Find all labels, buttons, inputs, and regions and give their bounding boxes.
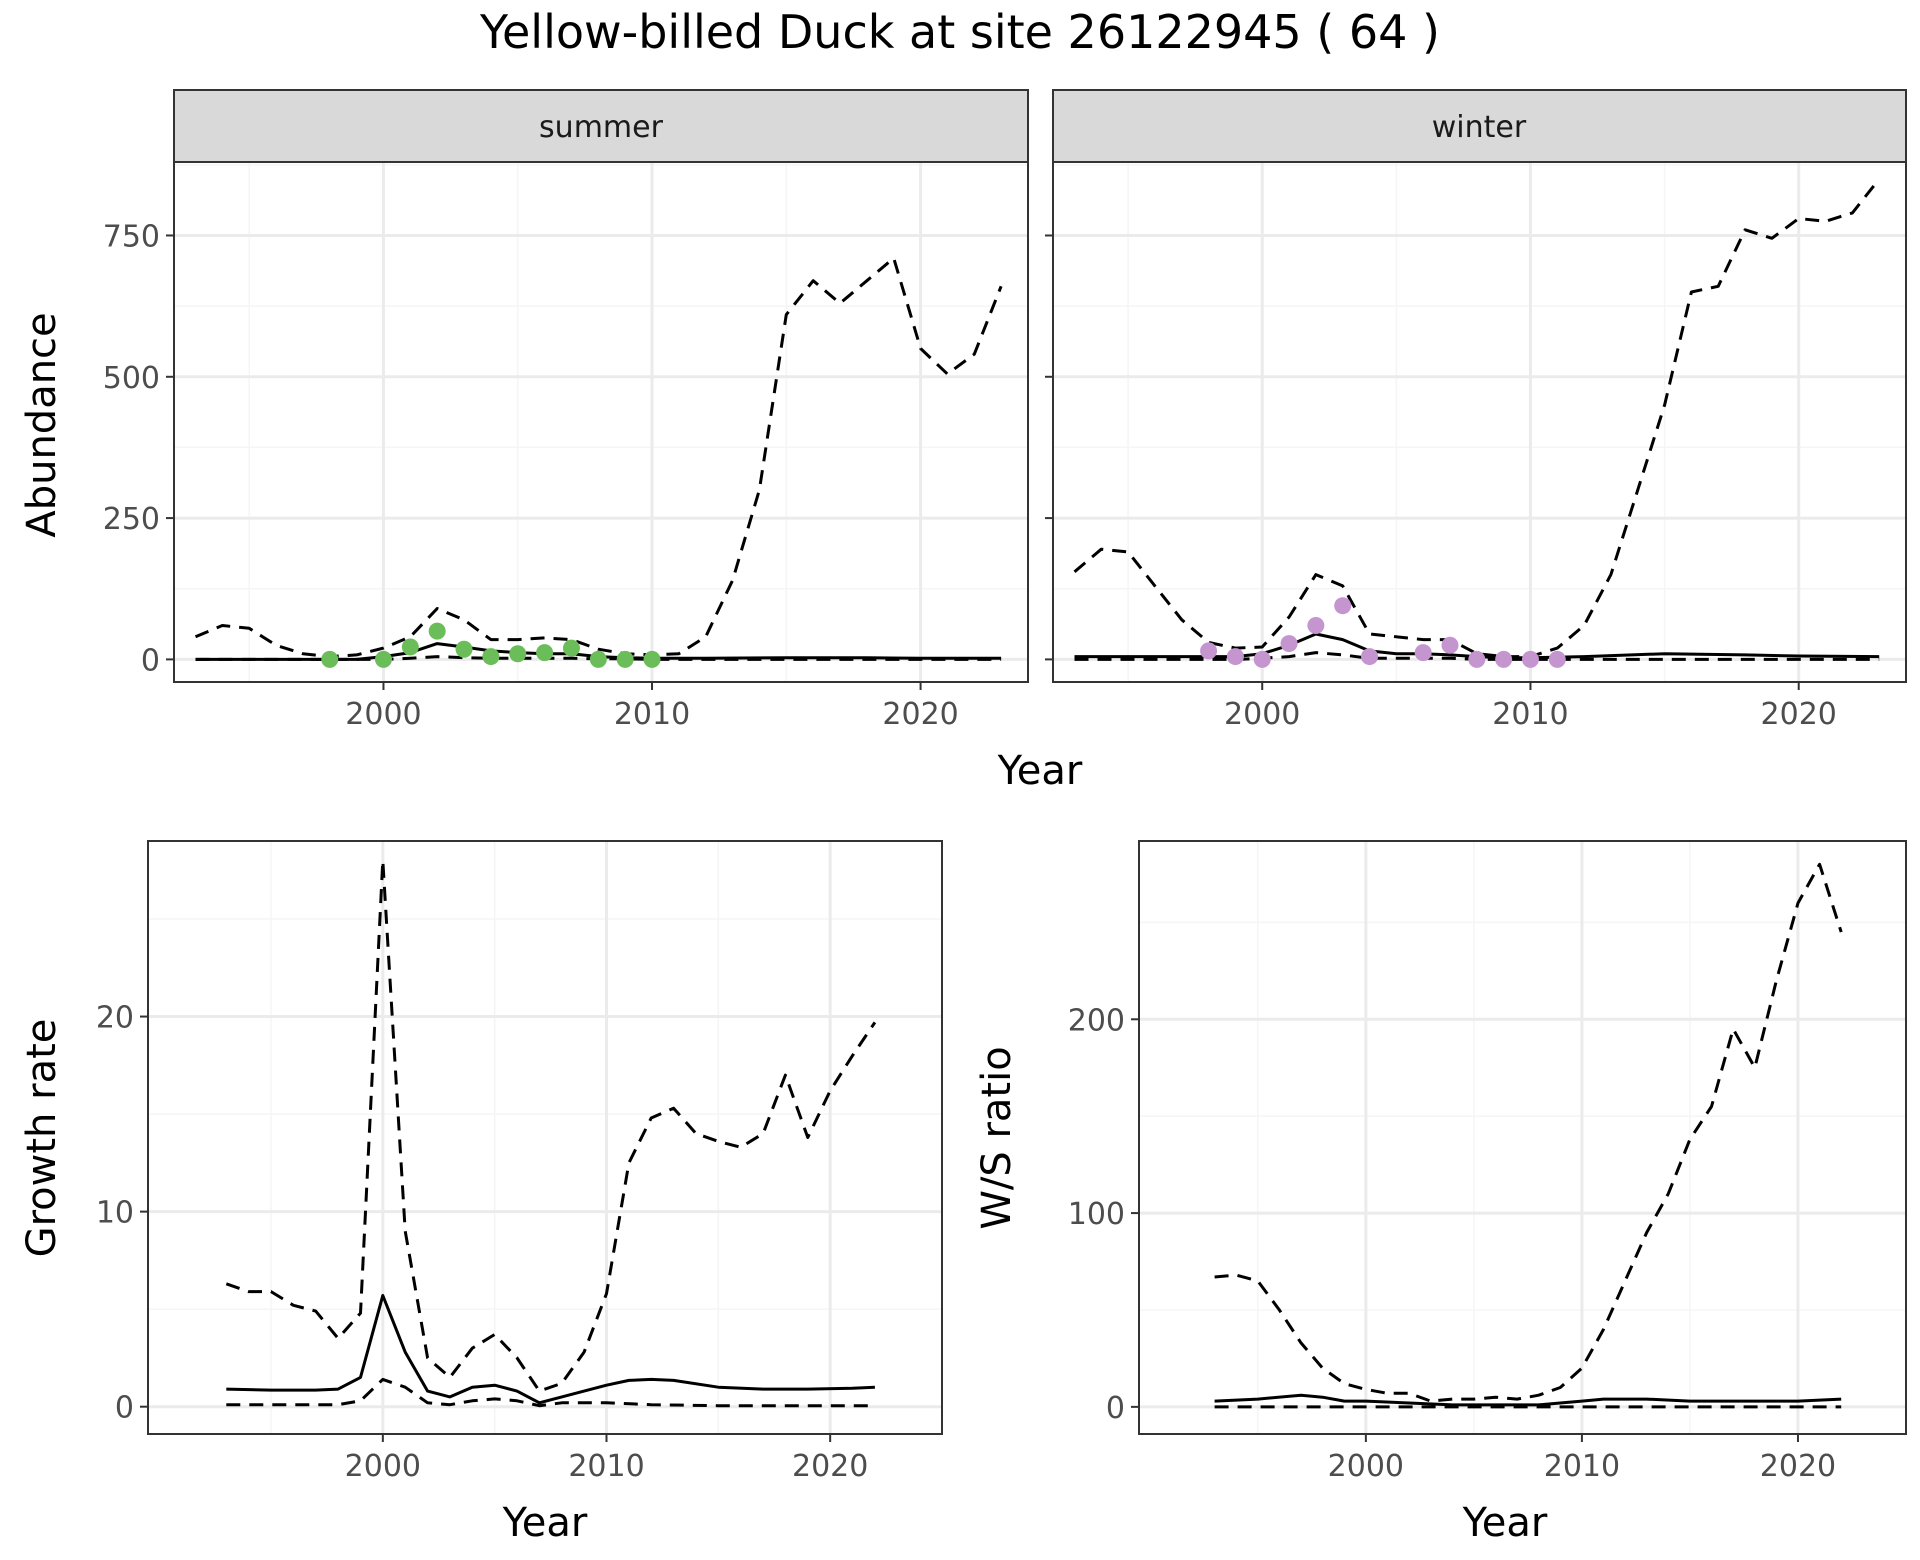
abundance-summer-y-tick-label: 0 [141, 643, 160, 678]
ws-ratio-x-tick-label: 2000 [1328, 1449, 1404, 1484]
abundance-winter-data-point [1495, 650, 1513, 668]
growth-rate-series-0-dashed-line [225, 859, 877, 1393]
abundance-winter-data-point [1521, 650, 1539, 668]
ws-ratio-x-axis-title: Year [1462, 1500, 1548, 1546]
abundance-summer-x-tick-label: 2000 [345, 697, 421, 732]
abundance-y-axis-title: Abundance [19, 312, 65, 537]
abundance-summer-data-point [482, 648, 500, 666]
growth-rate-x-tick-label: 2010 [568, 1449, 644, 1484]
abundance-winter-panel: winter 2000 2010 2020 [1045, 89, 1907, 732]
ws-ratio-plot-background [1139, 841, 1906, 1434]
abundance-summer-data-point [616, 650, 634, 668]
ws-ratio-series-1-solid-line [1214, 1393, 1842, 1407]
growth-rate-series-2-dashed-line [226, 1377, 875, 1408]
abundance-winter-data-point [1334, 597, 1352, 615]
ws-ratio-y-tick-label: 100 [1068, 1197, 1125, 1232]
ws-ratio-x-tick-label: 2010 [1544, 1449, 1620, 1484]
abundance-winter-x-tick-label: 2010 [1492, 697, 1568, 732]
growth-rate-panel: 2000 2010 2020 0 10 20 Growth rate Year [19, 840, 943, 1546]
abundance-summer-panel: summer 2000 2010 2020 0 250 500 750 [103, 89, 1029, 732]
abundance-winter-data-point [1307, 616, 1325, 634]
ws-ratio-panel-border [1138, 840, 1907, 1435]
growth-rate-x-axis-title: Year [502, 1500, 588, 1546]
abundance-winter-data-point [1226, 648, 1244, 666]
abundance-summer-data-point [643, 650, 661, 668]
summer-strip-label: summer [539, 110, 664, 145]
summer-strip [173, 89, 1029, 163]
abundance-summer-y-tick-label: 500 [103, 361, 160, 396]
winter-strip-label: winter [1432, 110, 1527, 145]
abundance-summer-panel-border [173, 161, 1029, 683]
growth-rate-x-tick-label: 2020 [792, 1449, 868, 1484]
abundance-summer-data-point [428, 622, 446, 640]
abundance-winter-data-point [1280, 635, 1298, 653]
winter-strip [1052, 89, 1907, 163]
growth-rate-y-tick-label: 10 [96, 1196, 134, 1231]
abundance-winter-data-point [1200, 642, 1218, 660]
abundance-summer-data-point [509, 645, 527, 663]
abundance-winter-x-tick-label: 2000 [1224, 697, 1300, 732]
ws-ratio-y-tick-label: 0 [1106, 1391, 1125, 1426]
abundance-winter-data-point [1253, 650, 1271, 668]
growth-rate-panel-border [147, 840, 943, 1435]
abundance-summer-data-point [401, 638, 419, 656]
abundance-winter-x-tick-label: 2020 [1761, 697, 1837, 732]
ws-ratio-series-0-dashed-line [1214, 862, 1843, 1403]
abundance-winter-data-point [1441, 636, 1459, 654]
growth-rate-y-tick-label: 0 [115, 1391, 134, 1426]
ws-ratio-x-tick-label: 2020 [1760, 1449, 1836, 1484]
growth-rate-x-tick-label: 2000 [345, 1449, 421, 1484]
abundance-summer-y-tick-label: 250 [103, 502, 160, 537]
growth-rate-series-1-solid-line [226, 1294, 875, 1405]
abundance-summer-series-2-dashed-line [195, 655, 1002, 661]
ws-ratio-panel: 2000 2010 2020 0 100 200 W/S ratio Year [974, 840, 1907, 1546]
abundance-summer-data-point [374, 650, 392, 668]
abundance-winter-plot-background [1053, 162, 1906, 682]
abundance-summer-data-point [589, 650, 607, 668]
abundance-summer-data-point [321, 650, 339, 668]
ws-ratio-y-tick-label: 200 [1068, 1003, 1125, 1038]
abundance-winter-data-point [1548, 650, 1566, 668]
abundance-summer-x-tick-label: 2020 [882, 697, 958, 732]
growth-rate-plot-background [148, 841, 942, 1434]
abundance-summer-y-tick-label: 750 [103, 219, 160, 254]
abundance-summer-data-point [455, 640, 473, 658]
abundance-winter-panel-border [1052, 161, 1907, 683]
abundance-winter-data-point [1361, 648, 1379, 666]
abundance-summer-data-point [536, 644, 554, 662]
ws-ratio-y-axis-title: W/S ratio [974, 1046, 1020, 1229]
abundance-summer-data-point [562, 639, 580, 657]
abundance-summer-x-tick-label: 2010 [614, 697, 690, 732]
growth-rate-y-axis-title: Growth rate [19, 1019, 65, 1258]
abundance-x-axis-title: Year [997, 748, 1083, 794]
abundance-winter-data-point [1468, 650, 1486, 668]
abundance-summer-plot-background [174, 162, 1028, 682]
abundance-winter-data-point [1414, 644, 1432, 662]
growth-rate-y-tick-label: 20 [96, 1001, 134, 1036]
abundance-winter-series-0-dashed-line [1073, 178, 1881, 659]
figure-title: Yellow-billed Duck at site 26122945 ( 64… [479, 5, 1440, 59]
